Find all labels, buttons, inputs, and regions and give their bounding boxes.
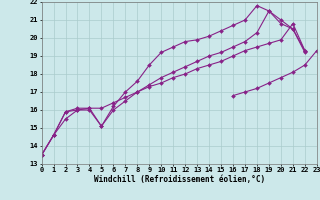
X-axis label: Windchill (Refroidissement éolien,°C): Windchill (Refroidissement éolien,°C) <box>94 175 265 184</box>
